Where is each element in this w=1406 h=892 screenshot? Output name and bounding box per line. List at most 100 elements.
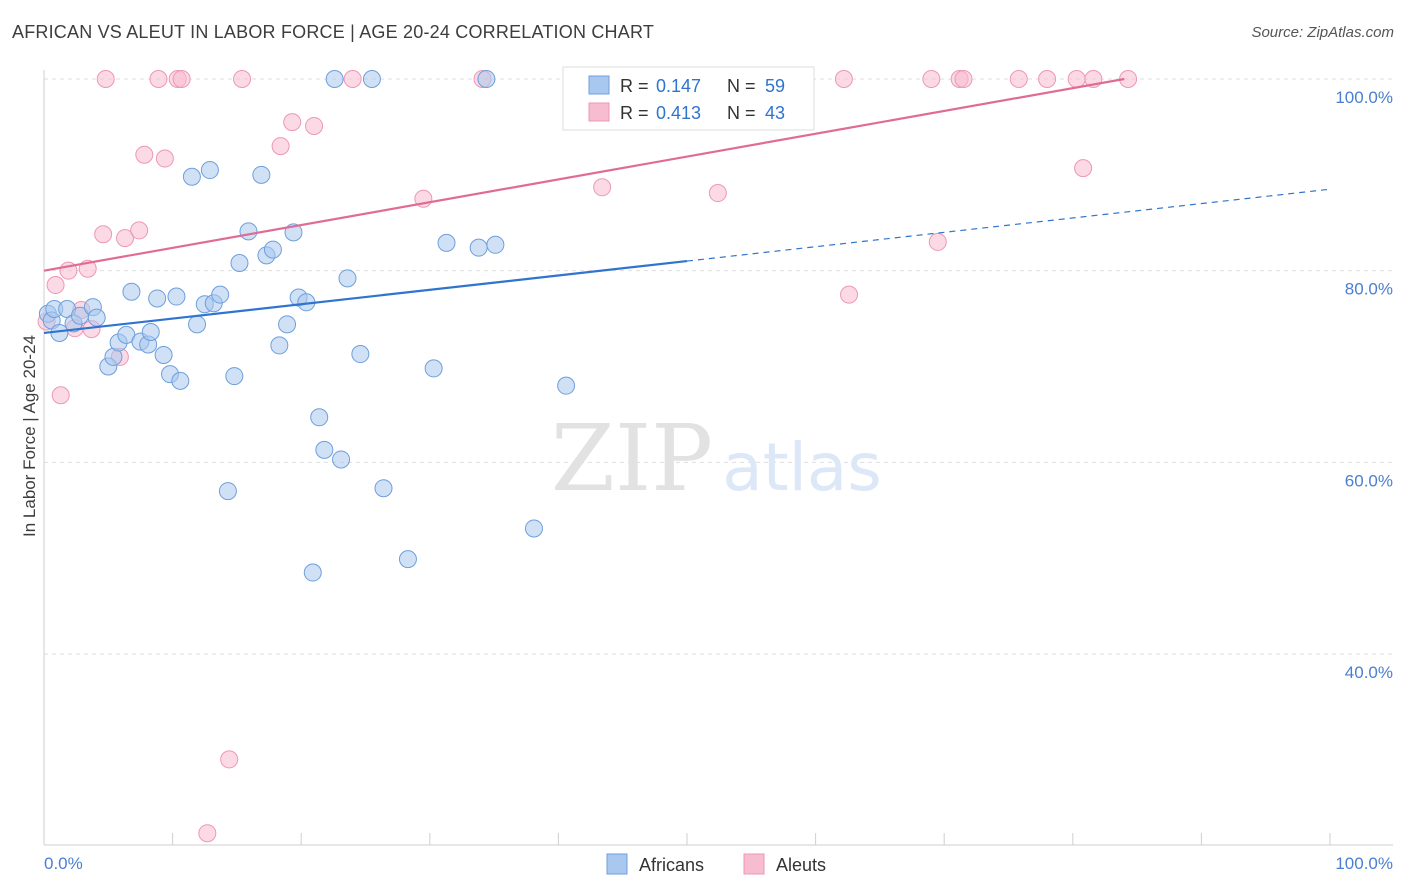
legend-africans-swatch bbox=[606, 853, 628, 875]
y-tick-label-100: 100.0% bbox=[1335, 88, 1393, 107]
aleuts-point-31 bbox=[834, 70, 853, 88]
y-tick-label-60: 60.0% bbox=[1345, 471, 1393, 490]
aleuts-point-15 bbox=[155, 149, 174, 168]
aleuts-n-value: 43 bbox=[765, 103, 785, 123]
africans-point-44 bbox=[332, 450, 351, 469]
aleuts-point-22 bbox=[283, 113, 302, 132]
aleuts-point-14 bbox=[149, 70, 168, 88]
aleuts-swatch bbox=[588, 102, 610, 122]
africans-point-40 bbox=[303, 563, 322, 582]
watermark: ZIP atlas bbox=[551, 405, 882, 512]
africans-n-label: N = bbox=[727, 76, 756, 96]
axes bbox=[43, 70, 1393, 846]
africans-point-41 bbox=[310, 408, 329, 427]
africans-point-30 bbox=[230, 254, 249, 272]
africans-point-53 bbox=[477, 70, 496, 88]
africans-point-55 bbox=[524, 519, 543, 538]
africans-point-46 bbox=[351, 345, 370, 364]
aleuts-point-33 bbox=[922, 70, 941, 88]
watermark-zip: ZIP bbox=[551, 405, 713, 512]
source-credit: Source: ZipAtlas.com bbox=[1251, 24, 1394, 41]
aleuts-trend-line bbox=[43, 77, 1125, 272]
aleuts-point-40 bbox=[1074, 159, 1093, 178]
aleuts-point-21 bbox=[271, 137, 290, 156]
africans-point-36 bbox=[278, 315, 297, 334]
africans-point-49 bbox=[398, 550, 417, 569]
africans-point-23 bbox=[188, 315, 207, 334]
africans-point-52 bbox=[469, 238, 488, 257]
aleuts-point-34 bbox=[928, 232, 947, 251]
africans-point-8 bbox=[87, 308, 106, 327]
africans-r-label: R = bbox=[620, 76, 649, 96]
aleuts-point-17 bbox=[172, 70, 191, 88]
y-tick-labels: 40.0% 60.0% 80.0% 100.0% bbox=[1335, 88, 1393, 682]
aleuts-point-1 bbox=[46, 276, 65, 295]
africans-points bbox=[38, 70, 587, 582]
y-tick-label-80: 80.0% bbox=[1345, 280, 1393, 299]
africans-point-28 bbox=[218, 482, 237, 501]
aleuts-r-value: 0.413 bbox=[656, 103, 701, 123]
africans-point-34 bbox=[263, 240, 282, 259]
aleuts-point-2 bbox=[51, 386, 70, 405]
aleuts-n-label: N = bbox=[727, 103, 756, 123]
watermark-atlas: atlas bbox=[722, 429, 882, 506]
trend-lines bbox=[43, 77, 1331, 335]
africans-point-50 bbox=[424, 359, 443, 378]
aleuts-point-24 bbox=[343, 70, 362, 88]
legend-aleuts-swatch bbox=[743, 853, 765, 875]
africans-point-45 bbox=[338, 269, 357, 288]
africans-trend-line bbox=[43, 259, 688, 335]
africans-point-25 bbox=[200, 161, 219, 180]
africans-point-32 bbox=[252, 165, 271, 184]
africans-trend-extension bbox=[686, 188, 1331, 262]
aleuts-point-32 bbox=[840, 285, 859, 304]
africans-point-17 bbox=[148, 289, 167, 308]
africans-n-value: 59 bbox=[765, 76, 785, 96]
africans-point-29 bbox=[225, 367, 244, 386]
aleuts-point-23 bbox=[305, 116, 324, 135]
aleuts-point-20 bbox=[233, 70, 252, 88]
aleuts-point-13 bbox=[135, 145, 154, 164]
aleuts-point-11 bbox=[116, 229, 135, 248]
africans-point-51 bbox=[437, 233, 456, 252]
africans-point-54 bbox=[486, 235, 505, 254]
africans-point-42 bbox=[315, 440, 334, 459]
aleuts-point-18 bbox=[198, 824, 217, 843]
africans-point-35 bbox=[270, 336, 289, 355]
legend-aleuts-label: Aleuts bbox=[776, 855, 826, 875]
aleuts-point-29 bbox=[708, 184, 727, 203]
x-tick-label-max: 100.0% bbox=[1335, 854, 1393, 873]
series-legend: Africans Aleuts bbox=[606, 853, 826, 875]
stats-legend: R = 0.147 N = 59 R = 0.413 N = 43 bbox=[562, 66, 815, 131]
africans-point-47 bbox=[362, 70, 381, 88]
y-tick-label-40: 40.0% bbox=[1345, 663, 1393, 682]
x-ticks bbox=[43, 833, 1331, 845]
africans-point-27 bbox=[211, 285, 230, 304]
aleuts-point-36 bbox=[954, 70, 973, 88]
x-tick-label-min: 0.0% bbox=[44, 854, 83, 873]
africans-point-56 bbox=[557, 376, 576, 395]
africans-point-21 bbox=[171, 371, 190, 390]
aleuts-point-12 bbox=[130, 221, 149, 240]
gridlines bbox=[44, 78, 1393, 655]
africans-point-20 bbox=[167, 287, 186, 306]
africans-point-18 bbox=[154, 346, 173, 364]
aleuts-point-27 bbox=[593, 178, 612, 197]
aleuts-point-19 bbox=[220, 750, 239, 769]
africans-point-48 bbox=[374, 479, 393, 498]
africans-point-31 bbox=[239, 222, 258, 241]
aleuts-r-label: R = bbox=[620, 103, 649, 123]
africans-point-43 bbox=[325, 70, 344, 88]
aleuts-point-38 bbox=[1038, 70, 1057, 88]
chart-title: AFRICAN VS ALEUT IN LABOR FORCE | AGE 20… bbox=[12, 22, 655, 42]
africans-swatch bbox=[588, 75, 610, 95]
africans-point-16 bbox=[141, 323, 160, 341]
africans-r-value: 0.147 bbox=[656, 76, 701, 96]
africans-point-13 bbox=[122, 282, 141, 301]
aleuts-point-39 bbox=[1067, 70, 1086, 88]
legend-africans-label: Africans bbox=[639, 855, 704, 875]
africans-point-22 bbox=[182, 167, 201, 186]
x-tick-labels: 0.0% 100.0% bbox=[44, 854, 1393, 873]
aleuts-point-8 bbox=[94, 225, 113, 244]
